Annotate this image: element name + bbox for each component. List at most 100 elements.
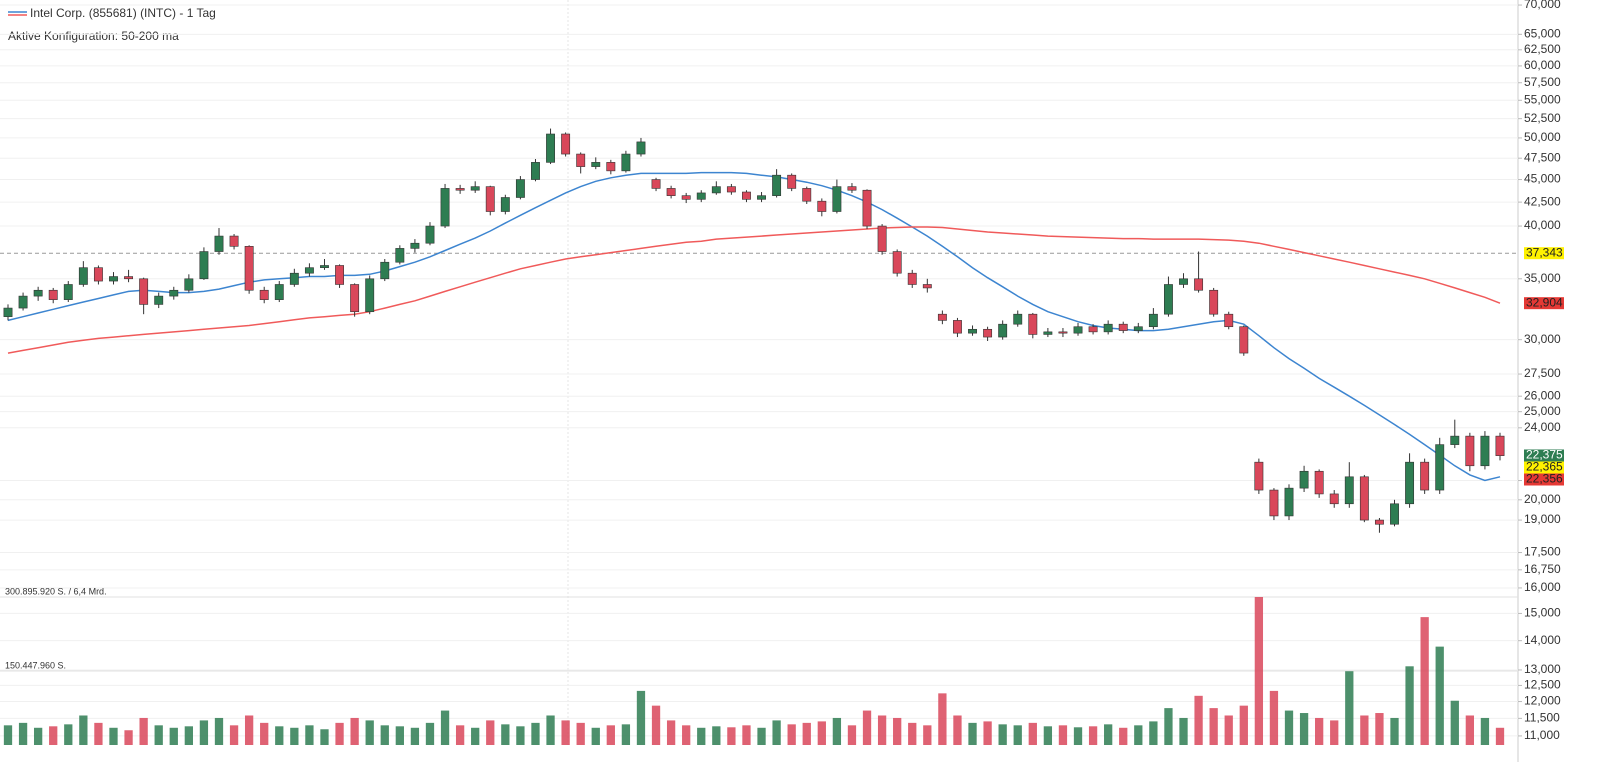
volume-bar bbox=[516, 726, 525, 745]
candle-body bbox=[531, 162, 540, 180]
price-label: 37,343 bbox=[1526, 245, 1563, 259]
candle-body bbox=[862, 189, 872, 227]
candle-body bbox=[1390, 503, 1399, 525]
candle-body bbox=[907, 272, 917, 285]
volume-bar bbox=[79, 715, 88, 745]
volume-bar bbox=[561, 720, 570, 745]
y-tick-label: 40,000 bbox=[1524, 218, 1561, 232]
volume-bar bbox=[1375, 713, 1384, 745]
volume-bar bbox=[817, 721, 826, 745]
volume-bar bbox=[1119, 727, 1128, 745]
volume-bar bbox=[335, 722, 344, 745]
volume-bar bbox=[455, 725, 465, 745]
candle-body bbox=[1118, 323, 1128, 331]
candle-body bbox=[1043, 331, 1053, 335]
volume-bar bbox=[1299, 713, 1309, 745]
candle-body bbox=[636, 141, 646, 155]
volume-tick-label: 150.447.960 S. bbox=[5, 660, 66, 670]
y-tick-label: 26,000 bbox=[1524, 388, 1561, 402]
volume-bar bbox=[425, 722, 435, 745]
candle-body bbox=[33, 289, 43, 297]
candle-body bbox=[606, 162, 616, 172]
candle-body bbox=[515, 179, 525, 198]
candle-body bbox=[154, 295, 164, 305]
candle-body bbox=[335, 265, 344, 285]
candle-body bbox=[440, 188, 450, 227]
volume-bar bbox=[1315, 717, 1324, 745]
candle-body bbox=[1179, 278, 1188, 285]
y-tick-label: 45,000 bbox=[1524, 172, 1561, 186]
candle-body bbox=[983, 328, 993, 338]
candle-body bbox=[1224, 313, 1234, 328]
legend-icon bbox=[8, 11, 27, 16]
y-tick-label: 65,000 bbox=[1524, 26, 1561, 40]
candle-body bbox=[470, 186, 480, 191]
volume-bar bbox=[1495, 727, 1505, 745]
candle-body bbox=[847, 186, 857, 191]
y-tick-label: 14,000 bbox=[1524, 633, 1561, 647]
volume-bar bbox=[742, 725, 751, 745]
volume-bar bbox=[893, 717, 902, 745]
candle-body bbox=[3, 307, 13, 317]
y-tick-label: 19,000 bbox=[1524, 512, 1561, 526]
volume-bar bbox=[1073, 727, 1083, 745]
volume-bar bbox=[275, 726, 284, 745]
y-tick-label: 12,000 bbox=[1524, 694, 1561, 708]
candle-body bbox=[576, 153, 586, 167]
candle-body bbox=[63, 284, 73, 300]
price-label: 22,375 bbox=[1526, 448, 1563, 462]
volume-bar bbox=[908, 722, 917, 745]
candle-body bbox=[410, 242, 420, 249]
volume-bar bbox=[651, 705, 661, 745]
volume-bar bbox=[938, 693, 947, 745]
candle-body bbox=[1359, 476, 1369, 521]
volume-bar bbox=[1435, 646, 1444, 745]
volume-bar bbox=[727, 727, 736, 745]
volume-bar bbox=[1104, 724, 1113, 745]
volume-bar bbox=[410, 727, 420, 745]
candle-body bbox=[169, 289, 179, 297]
volume-bar bbox=[1239, 705, 1248, 745]
candle-body bbox=[139, 278, 149, 305]
candle-body bbox=[78, 267, 88, 285]
volume-bar bbox=[1058, 725, 1068, 745]
volume-bar bbox=[1450, 700, 1459, 745]
candle-body bbox=[1073, 326, 1083, 334]
candle-body bbox=[1254, 461, 1264, 491]
volume-bar bbox=[380, 725, 389, 745]
volume-bar bbox=[320, 729, 329, 745]
candle-body bbox=[1480, 435, 1490, 467]
volume-bar bbox=[1134, 725, 1143, 745]
volume-bar bbox=[3, 725, 13, 745]
candle-body bbox=[666, 188, 676, 196]
y-tick-label: 25,000 bbox=[1524, 404, 1561, 418]
candle-body bbox=[998, 323, 1008, 338]
y-tick-label: 17,500 bbox=[1524, 545, 1561, 559]
candle-body bbox=[651, 179, 661, 189]
volume-bar bbox=[501, 724, 510, 745]
volume-bar bbox=[305, 725, 314, 745]
candle-body bbox=[726, 186, 736, 193]
candle-body bbox=[93, 267, 103, 282]
volume-bar bbox=[1345, 671, 1354, 745]
price-label: 22,356 bbox=[1526, 472, 1563, 486]
candle-body bbox=[1495, 435, 1505, 456]
volume-bar bbox=[591, 727, 600, 745]
volume-bar bbox=[1330, 720, 1339, 745]
candle-body bbox=[214, 235, 224, 252]
volume-bar bbox=[169, 727, 178, 745]
volume-bar bbox=[18, 722, 28, 745]
volume-bar bbox=[983, 721, 992, 745]
candle-body bbox=[244, 246, 254, 291]
volume-bar bbox=[124, 730, 133, 745]
price-label: 22,365 bbox=[1526, 460, 1563, 474]
volume-bar bbox=[290, 727, 299, 745]
volume-bar bbox=[244, 715, 254, 745]
volume-bar bbox=[832, 717, 842, 745]
candle-body bbox=[1450, 435, 1460, 445]
candle-body bbox=[1239, 326, 1249, 354]
candle-body bbox=[1435, 444, 1445, 491]
candle-body bbox=[1209, 289, 1219, 315]
candle-body bbox=[48, 289, 58, 300]
